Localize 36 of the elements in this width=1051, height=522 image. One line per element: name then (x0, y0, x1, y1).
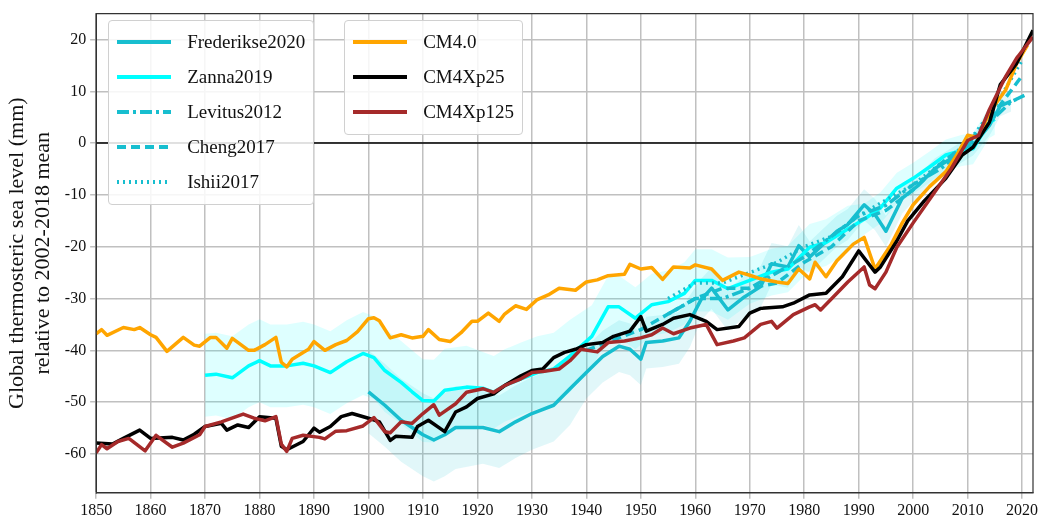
x-tick-label: 1900 (352, 500, 385, 518)
x-tick-label: 1880 (243, 500, 276, 518)
y-tick-label: -20 (64, 236, 87, 254)
x-tick-label: 1980 (788, 500, 821, 518)
x-tick-label: 2000 (897, 500, 930, 518)
x-tick-label: 1870 (189, 500, 222, 518)
x-tick-label: 1940 (570, 500, 603, 518)
legend-label: Ishii2017 (187, 171, 259, 194)
legend-label: Zanna2019 (187, 66, 273, 89)
y-tick-label: -40 (64, 340, 87, 358)
y-tick-label: 10 (70, 81, 87, 99)
x-tick-label: 1850 (80, 500, 113, 518)
legend-label: CM4.0 (423, 31, 477, 54)
x-tick-label: 1860 (134, 500, 167, 518)
x-tick-label: 1890 (298, 500, 331, 518)
y-tick-label: -60 (64, 444, 87, 462)
y-tick-label: -50 (64, 392, 87, 410)
x-tick-label: 1920 (461, 500, 494, 518)
x-tick-label: 1990 (842, 500, 875, 518)
legend-label: Levitus2012 (187, 101, 283, 124)
y-tick-label: 0 (78, 133, 87, 151)
x-tick-label: 1910 (406, 500, 439, 518)
y-tick-label: 20 (70, 29, 87, 47)
legend-label: CM4Xp125 (423, 101, 514, 124)
y-axis-title: Global thermosteric sea level (mm) relative to 2002-2018 mean (2, 97, 55, 409)
x-tick-label: 1970 (733, 500, 766, 518)
y-tick-label: -30 (64, 288, 87, 306)
legend-label: Cheng2017 (187, 136, 275, 159)
x-tick-label: 1960 (679, 500, 712, 518)
x-tick-label: 1930 (515, 500, 548, 518)
x-tick-label: 2010 (951, 500, 984, 518)
legend-label: Frederikse2020 (187, 31, 306, 54)
y-tick-label: -10 (64, 185, 87, 203)
x-tick-label: 2020 (1006, 500, 1039, 518)
legend-label: CM4Xp25 (423, 66, 505, 89)
x-tick-label: 1950 (624, 500, 657, 518)
